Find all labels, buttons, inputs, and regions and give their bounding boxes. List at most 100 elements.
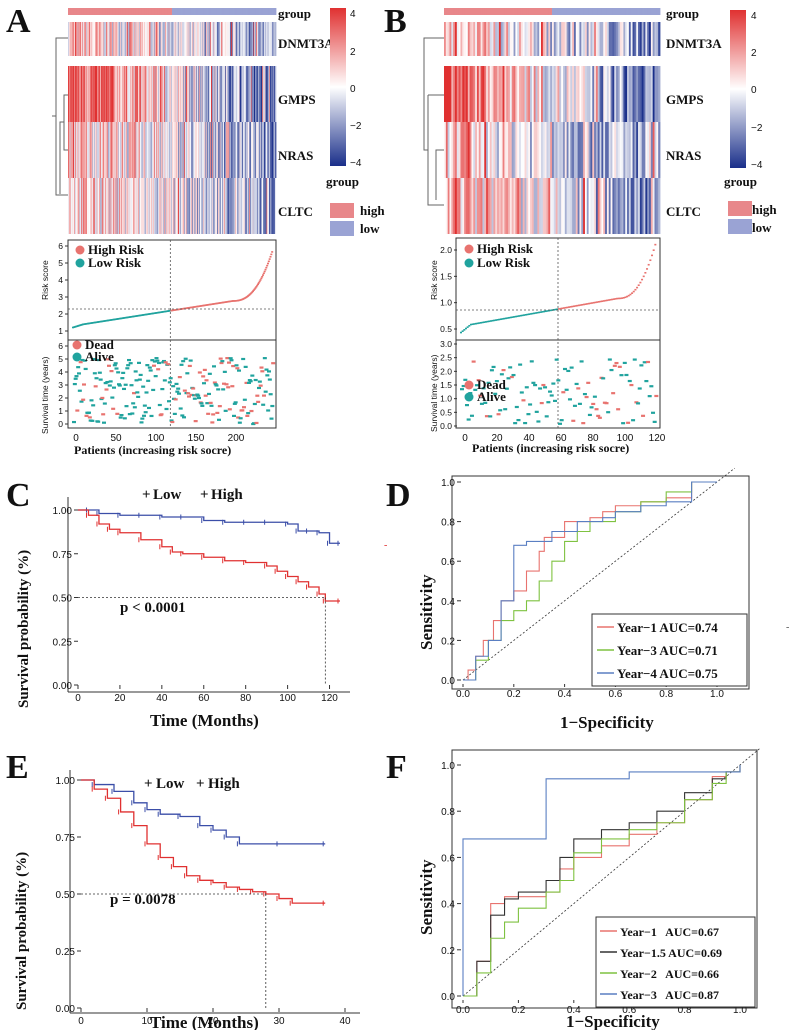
alive-point <box>119 413 124 417</box>
heatmap-cell <box>154 178 156 234</box>
dead-point <box>617 365 622 368</box>
alive-point <box>569 366 574 369</box>
heatmap-cell <box>140 22 143 56</box>
x-tick-label: 0.0 <box>456 1005 470 1016</box>
heatmap-cell <box>250 122 252 178</box>
heatmap-cell <box>213 178 215 234</box>
heatmap-cell <box>210 22 212 56</box>
heatmap-cell <box>594 178 597 234</box>
heatmap-group-cell <box>212 8 214 15</box>
alive-point <box>237 421 242 424</box>
heatmap-cell <box>223 22 225 56</box>
heatmap-cell <box>173 22 175 56</box>
heatmap-cell <box>154 66 156 122</box>
heatmap-cell <box>178 178 181 234</box>
alive-point <box>105 380 110 384</box>
heatmap-group-cell <box>267 8 269 15</box>
heatmap-group-cell <box>180 8 182 15</box>
dead-point <box>259 366 264 369</box>
heatmap-cell <box>138 66 140 122</box>
y-tick-label: 1.5 <box>440 271 452 281</box>
heatmap-cell <box>159 66 161 122</box>
heatmap-cell <box>73 22 75 56</box>
x-tick-label: 60 <box>555 433 567 444</box>
dead-point <box>87 416 92 419</box>
heatmap-cell <box>82 66 84 122</box>
heatmap-group-cell <box>546 8 549 15</box>
x-tick-label: 120 <box>649 433 666 444</box>
alive-point <box>489 369 494 372</box>
colorbar-a-tick: −4 <box>350 158 362 169</box>
heatmap-cell <box>509 178 513 234</box>
heatmap-group-cell <box>458 8 461 15</box>
heatmap-cell <box>628 66 632 122</box>
heatmap-group-cell <box>233 8 235 15</box>
heatmap-group-cell <box>245 8 247 15</box>
alive-point <box>129 384 134 387</box>
heatmap-cell <box>72 22 74 56</box>
heatmap-group-cell <box>586 8 590 15</box>
heatmap-group-cell <box>110 8 112 15</box>
alive-point <box>460 388 464 391</box>
heatmap-cell <box>85 66 87 122</box>
heatmap-cell <box>152 122 155 178</box>
heatmap-cell <box>134 22 136 56</box>
heatmap-cell <box>557 66 560 122</box>
heatmap-cell <box>147 178 149 234</box>
heatmap-group-cell <box>491 8 494 15</box>
heatmap-cell <box>106 122 108 178</box>
heatmap-cell <box>594 122 597 178</box>
alive-point <box>506 377 511 380</box>
heatmap-cell <box>272 22 274 56</box>
heatmap-cell <box>222 178 224 234</box>
heatmap-group-cell <box>537 8 540 15</box>
heatmap-cell <box>621 178 624 234</box>
heatmap-cell <box>546 66 549 122</box>
heatmap-group-cell <box>222 8 224 15</box>
heatmap-cell <box>79 122 81 178</box>
heatmap-cell <box>575 66 579 122</box>
heatmap-cell <box>562 66 566 122</box>
alive-point <box>138 373 143 377</box>
heatmap-cell <box>471 122 474 178</box>
heatmap-cell <box>508 122 511 178</box>
heatmap-cell <box>109 178 111 234</box>
heatmap-group-cell <box>577 8 580 15</box>
heatmap-cell <box>245 122 247 178</box>
alive-point <box>151 388 156 392</box>
heatmap-cell <box>617 178 621 234</box>
heatmap-cell <box>526 122 529 178</box>
heatmap-cell <box>117 122 119 178</box>
heatmap-cell <box>139 122 142 178</box>
alive-point <box>466 418 471 421</box>
heatmap-group-cell <box>486 8 489 15</box>
dead-point <box>101 413 106 416</box>
roc-f-frame <box>451 749 758 1009</box>
heatmap-group-cell <box>131 8 133 15</box>
heatmap-cell <box>454 66 458 122</box>
risk-point <box>611 298 614 301</box>
heatmap-cell <box>76 22 78 56</box>
heatmap-cell <box>656 178 659 234</box>
risk-plot-a: High Risk Low Risk Dead Alive Risk score… <box>40 239 277 457</box>
heatmap-cell <box>176 178 178 234</box>
risk-point <box>258 280 261 283</box>
heatmap-cell <box>583 122 586 178</box>
heatmap-cell <box>166 178 169 234</box>
alive-point <box>112 364 117 367</box>
heatmap-cell <box>74 66 76 122</box>
heatmap-cell <box>244 22 247 56</box>
heatmap-cell <box>261 178 263 234</box>
heatmap-cell <box>204 122 207 178</box>
legend-marker-high-risk <box>75 245 85 255</box>
heatmap-cell <box>214 122 216 178</box>
roc-curve-year-2 <box>463 765 741 997</box>
heatmap-cell <box>645 22 648 56</box>
heatmap-cell <box>70 22 72 56</box>
heatmap-cell <box>193 22 195 56</box>
alive-point <box>72 382 77 386</box>
heatmap-cell <box>167 178 169 234</box>
heatmap-cell <box>254 178 256 234</box>
heatmap-cell <box>548 178 551 234</box>
heatmap-cell <box>224 178 226 234</box>
